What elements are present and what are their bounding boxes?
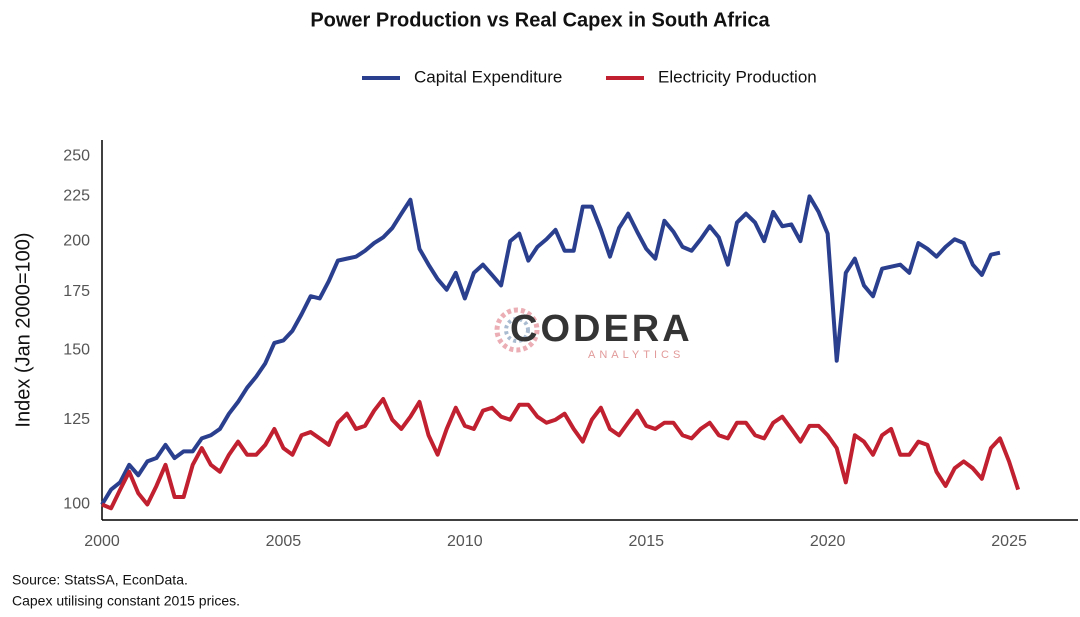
y-tick-label: 150	[63, 342, 90, 359]
watermark-name: CODERA	[510, 308, 693, 350]
x-tick-label: 2015	[628, 533, 664, 550]
series-line	[101, 397, 1021, 511]
watermark: CODERA ANALYTICS	[494, 307, 693, 361]
y-axis-label: Index (Jan 2000=100)	[12, 232, 34, 427]
x-tick-label: 2010	[447, 533, 483, 550]
x-tick-label: 2020	[810, 533, 846, 550]
y-tick-label: 175	[63, 283, 90, 300]
note: Capex utilising constant 2015 prices.	[12, 593, 240, 609]
legend-label: Capital Expenditure	[414, 67, 562, 86]
watermark-sub: ANALYTICS	[588, 349, 684, 361]
x-tick-label: 2025	[991, 533, 1027, 550]
x-tick-label: 2005	[266, 533, 302, 550]
legend-label: Electricity Production	[658, 67, 817, 86]
y-tick-label: 125	[63, 411, 90, 428]
note: Source: StatsSA, EconData.	[12, 572, 188, 588]
x-tick-label: 2000	[84, 533, 120, 550]
y-tick-label: 200	[63, 232, 90, 249]
y-tick-label: 250	[63, 148, 90, 165]
y-tick-label: 100	[63, 496, 90, 513]
chart-title: Power Production vs Real Capex in South …	[310, 9, 770, 31]
y-tick-label: 225	[63, 188, 90, 205]
series-line	[100, 194, 1001, 506]
